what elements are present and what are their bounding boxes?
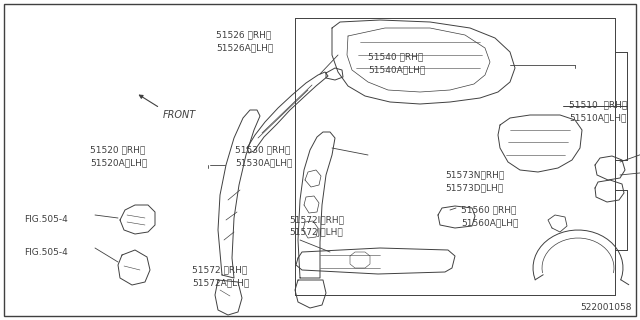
- Text: 51510A〈LH〉: 51510A〈LH〉: [569, 113, 627, 122]
- Text: 51572A〈LH〉: 51572A〈LH〉: [192, 278, 249, 287]
- Text: 51560 〈RH〉: 51560 〈RH〉: [461, 205, 516, 214]
- Text: 51530A〈LH〉: 51530A〈LH〉: [235, 158, 292, 167]
- Text: 51540 〈RH〉: 51540 〈RH〉: [368, 52, 423, 61]
- Text: 51572 〈RH〉: 51572 〈RH〉: [192, 265, 247, 274]
- Text: 51572J〈LH〉: 51572J〈LH〉: [289, 228, 343, 237]
- Text: 51540A〈LH〉: 51540A〈LH〉: [368, 65, 425, 74]
- Text: 51510  〈RH〉: 51510 〈RH〉: [569, 100, 627, 109]
- Text: 51573D〈LH〉: 51573D〈LH〉: [445, 183, 503, 192]
- Text: 51520 〈RH〉: 51520 〈RH〉: [90, 145, 145, 154]
- Text: 51520A〈LH〉: 51520A〈LH〉: [90, 158, 147, 167]
- Text: 51560A〈LH〉: 51560A〈LH〉: [461, 218, 518, 227]
- Text: 51526 〈RH〉: 51526 〈RH〉: [216, 30, 271, 39]
- Text: 522001058: 522001058: [580, 303, 632, 312]
- Text: 51573N〈RH〉: 51573N〈RH〉: [445, 170, 504, 179]
- Text: FIG.505-4: FIG.505-4: [24, 248, 68, 257]
- Text: 51530 〈RH〉: 51530 〈RH〉: [235, 145, 291, 154]
- Text: FRONT: FRONT: [163, 110, 196, 120]
- Text: FIG.505-4: FIG.505-4: [24, 215, 68, 224]
- Text: 51572I〈RH〉: 51572I〈RH〉: [289, 215, 344, 224]
- Text: 51526A〈LH〉: 51526A〈LH〉: [216, 43, 273, 52]
